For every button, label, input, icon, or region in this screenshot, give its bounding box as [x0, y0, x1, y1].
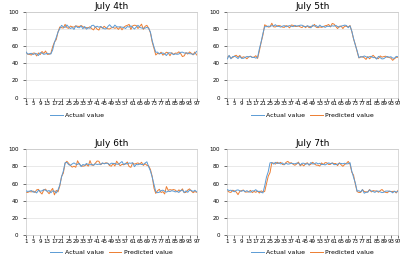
Actual value: [120, 160, 124, 163]
Predicted value: [36, 51, 41, 54]
Actual value: [269, 24, 274, 27]
Predicted value: [326, 163, 331, 166]
Predicted value: [121, 26, 126, 29]
Actual value: [111, 162, 116, 165]
Actual value: [273, 23, 278, 26]
Predicted value: [24, 191, 28, 194]
Predicted value: [157, 52, 162, 56]
Predicted value: [236, 193, 240, 196]
Actual value: [358, 190, 363, 193]
Actual value: [107, 23, 112, 26]
Predicted value: [239, 189, 244, 192]
Line: Predicted value: Predicted value: [227, 23, 398, 60]
Actual value: [29, 52, 34, 55]
Actual value: [225, 57, 230, 60]
Predicted value: [194, 53, 199, 57]
Actual value: [273, 161, 278, 164]
Legend: Actual value, Predicted value: Actual value, Predicted value: [249, 110, 376, 120]
Predicted value: [360, 188, 365, 191]
Predicted value: [109, 26, 114, 29]
Actual value: [70, 162, 75, 166]
Predicted value: [70, 166, 75, 169]
Actual value: [111, 26, 116, 29]
Predicted value: [230, 56, 235, 59]
Predicted value: [29, 53, 34, 57]
Actual value: [123, 27, 128, 30]
Line: Actual value: Actual value: [227, 162, 398, 193]
Actual value: [159, 189, 164, 192]
Line: Actual value: Actual value: [26, 162, 197, 193]
Predicted value: [88, 159, 92, 162]
Predicted value: [324, 24, 329, 27]
Actual value: [36, 189, 41, 192]
Predicted value: [180, 55, 185, 58]
Legend: Actual value: Actual value: [48, 110, 107, 120]
Actual value: [238, 55, 242, 58]
Actual value: [194, 50, 199, 53]
Actual value: [396, 55, 400, 58]
Actual value: [396, 190, 400, 193]
Actual value: [269, 161, 274, 164]
Predicted value: [225, 189, 230, 192]
Predicted value: [68, 24, 73, 27]
Actual value: [358, 55, 363, 58]
Predicted value: [139, 23, 144, 26]
Actual value: [324, 25, 329, 28]
Legend: Actual value, Predicted value: Actual value, Predicted value: [249, 247, 376, 257]
Actual value: [24, 50, 28, 53]
Line: Predicted value: Predicted value: [26, 24, 197, 57]
Predicted value: [194, 191, 199, 194]
Predicted value: [271, 162, 276, 165]
Predicted value: [230, 189, 235, 192]
Actual value: [24, 189, 28, 192]
Actual value: [225, 188, 230, 191]
Predicted value: [159, 191, 164, 194]
Actual value: [312, 162, 317, 166]
Actual value: [238, 189, 242, 192]
Predicted value: [312, 23, 317, 26]
Actual value: [374, 58, 379, 61]
Title: July 6th: July 6th: [94, 139, 128, 148]
Line: Predicted value: Predicted value: [26, 161, 197, 195]
Actual value: [230, 55, 235, 58]
Actual value: [36, 54, 41, 57]
Actual value: [29, 189, 34, 192]
Predicted value: [314, 164, 319, 167]
Line: Actual value: Actual value: [227, 25, 398, 59]
Predicted value: [390, 59, 395, 62]
Predicted value: [269, 22, 274, 25]
Actual value: [125, 163, 130, 166]
Predicted value: [238, 54, 242, 57]
Actual value: [362, 192, 367, 195]
Actual value: [68, 27, 73, 30]
Predicted value: [24, 51, 28, 54]
Actual value: [54, 191, 59, 195]
Legend: Actual value, Predicted value: Actual value, Predicted value: [48, 247, 175, 257]
Title: July 4th: July 4th: [94, 2, 128, 11]
Title: July 7th: July 7th: [296, 139, 330, 148]
Predicted value: [29, 190, 34, 194]
Title: July 5th: July 5th: [296, 2, 330, 11]
Actual value: [312, 25, 317, 28]
Actual value: [324, 162, 329, 166]
Predicted value: [285, 160, 290, 163]
Predicted value: [52, 193, 57, 196]
Predicted value: [358, 56, 363, 59]
Predicted value: [112, 164, 117, 168]
Actual value: [230, 189, 235, 192]
Predicted value: [396, 189, 400, 192]
Line: Actual value: Actual value: [26, 25, 197, 56]
Predicted value: [271, 25, 276, 28]
Line: Predicted value: Predicted value: [227, 161, 398, 195]
Actual value: [157, 52, 162, 56]
Predicted value: [225, 56, 230, 59]
Predicted value: [36, 188, 41, 191]
Actual value: [164, 54, 169, 57]
Actual value: [194, 190, 199, 193]
Predicted value: [396, 56, 400, 59]
Predicted value: [125, 160, 130, 163]
